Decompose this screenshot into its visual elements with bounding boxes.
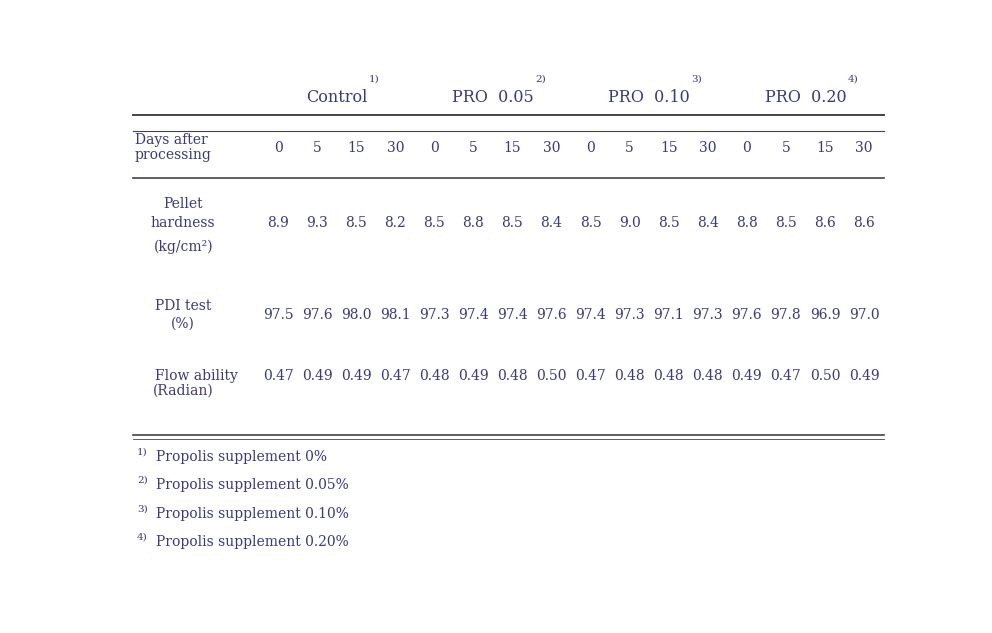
- Text: 96.9: 96.9: [809, 308, 840, 322]
- Text: 9.3: 9.3: [307, 216, 328, 230]
- Text: Propolis supplement 0%: Propolis supplement 0%: [157, 450, 327, 464]
- Text: 5: 5: [625, 141, 634, 154]
- Text: 5: 5: [469, 141, 478, 154]
- Text: 8.8: 8.8: [736, 216, 758, 230]
- Text: 0.48: 0.48: [654, 368, 684, 383]
- Text: 4): 4): [848, 75, 858, 84]
- Text: 8.5: 8.5: [424, 216, 445, 230]
- Text: 15: 15: [504, 141, 521, 154]
- Text: 8.5: 8.5: [579, 216, 601, 230]
- Text: 30: 30: [699, 141, 716, 154]
- Text: PRO  0.20: PRO 0.20: [765, 89, 846, 106]
- Text: 1): 1): [137, 448, 148, 457]
- Text: 0: 0: [274, 141, 283, 154]
- Text: 0.47: 0.47: [380, 368, 411, 383]
- Text: Control: Control: [306, 89, 367, 106]
- Text: 0.48: 0.48: [419, 368, 449, 383]
- Text: 97.6: 97.6: [537, 308, 566, 322]
- Text: 0: 0: [430, 141, 438, 154]
- Text: 97.1: 97.1: [654, 308, 684, 322]
- Text: 98.0: 98.0: [341, 308, 371, 322]
- Text: 3): 3): [691, 75, 702, 84]
- Text: hardness: hardness: [151, 216, 215, 230]
- Text: Days after: Days after: [135, 134, 207, 147]
- Text: 8.5: 8.5: [502, 216, 524, 230]
- Text: 97.3: 97.3: [614, 308, 645, 322]
- Text: 97.4: 97.4: [575, 308, 606, 322]
- Text: 4): 4): [137, 532, 148, 542]
- Text: Propolis supplement 0.10%: Propolis supplement 0.10%: [157, 506, 349, 521]
- Text: 8.2: 8.2: [384, 216, 406, 230]
- Text: 8.8: 8.8: [462, 216, 484, 230]
- Text: 3): 3): [137, 505, 148, 513]
- Text: 0.50: 0.50: [537, 368, 566, 383]
- Text: 97.4: 97.4: [458, 308, 489, 322]
- Text: PRO  0.05: PRO 0.05: [452, 89, 534, 106]
- Text: 0.49: 0.49: [302, 368, 332, 383]
- Text: 5: 5: [782, 141, 791, 154]
- Text: 0.47: 0.47: [575, 368, 606, 383]
- Text: 15: 15: [816, 141, 834, 154]
- Text: 8.9: 8.9: [267, 216, 289, 230]
- Text: 8.4: 8.4: [541, 216, 562, 230]
- Text: Propolis supplement 0.05%: Propolis supplement 0.05%: [157, 479, 349, 492]
- Text: 98.1: 98.1: [380, 308, 411, 322]
- Text: Propolis supplement 0.20%: Propolis supplement 0.20%: [157, 535, 349, 549]
- Text: 97.5: 97.5: [263, 308, 294, 322]
- Text: 30: 30: [543, 141, 560, 154]
- Text: 0: 0: [742, 141, 751, 154]
- Text: 8.5: 8.5: [345, 216, 367, 230]
- Text: 8.6: 8.6: [814, 216, 836, 230]
- Text: 9.0: 9.0: [619, 216, 641, 230]
- Text: (kg/cm²): (kg/cm²): [154, 239, 213, 254]
- Text: 15: 15: [660, 141, 678, 154]
- Text: 0.48: 0.48: [614, 368, 645, 383]
- Text: 8.4: 8.4: [696, 216, 719, 230]
- Text: 8.5: 8.5: [658, 216, 680, 230]
- Text: processing: processing: [135, 148, 211, 162]
- Text: 0.47: 0.47: [263, 368, 294, 383]
- Text: 97.6: 97.6: [302, 308, 332, 322]
- Text: PDI test: PDI test: [155, 299, 211, 313]
- Text: 8.6: 8.6: [853, 216, 875, 230]
- Text: 97.6: 97.6: [731, 308, 762, 322]
- Text: 30: 30: [855, 141, 873, 154]
- Text: 5: 5: [312, 141, 321, 154]
- Text: 97.8: 97.8: [771, 308, 802, 322]
- Text: 97.3: 97.3: [692, 308, 723, 322]
- Text: 97.0: 97.0: [849, 308, 879, 322]
- Text: PRO  0.10: PRO 0.10: [608, 89, 690, 106]
- Text: Flow ability: Flow ability: [155, 368, 238, 383]
- Text: 1): 1): [369, 75, 380, 84]
- Text: 0.49: 0.49: [731, 368, 762, 383]
- Text: 0.49: 0.49: [849, 368, 879, 383]
- Text: 97.3: 97.3: [419, 308, 449, 322]
- Text: 0.48: 0.48: [497, 368, 528, 383]
- Text: 0.47: 0.47: [771, 368, 802, 383]
- Text: 15: 15: [347, 141, 365, 154]
- Text: 0.50: 0.50: [809, 368, 840, 383]
- Text: 97.4: 97.4: [497, 308, 528, 322]
- Text: 8.5: 8.5: [775, 216, 797, 230]
- Text: Pellet: Pellet: [164, 197, 203, 211]
- Text: (Radian): (Radian): [153, 384, 213, 398]
- Text: 0.49: 0.49: [341, 368, 372, 383]
- Text: 30: 30: [387, 141, 404, 154]
- Text: 0: 0: [586, 141, 595, 154]
- Text: 2): 2): [137, 476, 148, 485]
- Text: (%): (%): [172, 316, 195, 330]
- Text: 2): 2): [536, 75, 546, 84]
- Text: 0.48: 0.48: [692, 368, 723, 383]
- Text: 0.49: 0.49: [458, 368, 489, 383]
